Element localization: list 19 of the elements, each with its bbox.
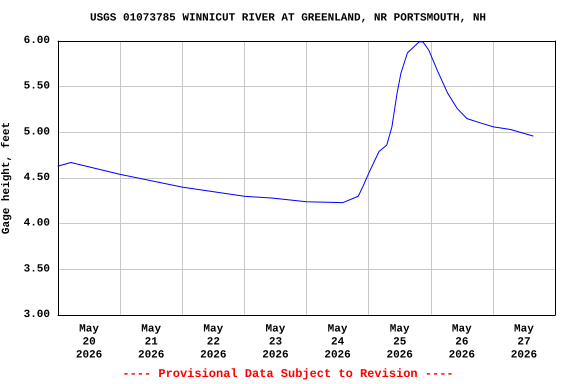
x-tick-label: May 20 2026 — [76, 324, 102, 362]
x-tick-label: May 24 2026 — [324, 324, 351, 362]
x-tick-label: May 23 2026 — [262, 324, 289, 362]
y-tick-label: 4.50 — [24, 172, 50, 184]
text: ---- Provisional Data Subject to Revision ---- — [122, 367, 454, 381]
chart-title: USGS 01073785 WINNICUT RIVER AT GREENLAND, NR PORTSMOUTH, NH — [90, 12, 486, 24]
x-tick-label: May 27 2026 — [510, 324, 538, 362]
y-tick-label: 3.00 — [24, 309, 50, 321]
x-tick-label: May 22 2026 — [200, 324, 227, 362]
x-tick-label: May 25 2026 — [386, 324, 413, 362]
y-axis-title: Gage height, feet — [0, 122, 14, 234]
y-tick-label: 4.00 — [24, 218, 50, 230]
x-tick-label: May 21 2026 — [138, 324, 164, 362]
line-series — [58, 41, 534, 204]
y-tick-label: 5.00 — [24, 126, 50, 138]
y-tick-label: 3.50 — [24, 263, 50, 276]
y-tick-label: 6.00 — [24, 35, 50, 47]
y-tick-label: 5.50 — [24, 80, 50, 93]
x-tick-label: May 26 2026 — [448, 324, 476, 362]
